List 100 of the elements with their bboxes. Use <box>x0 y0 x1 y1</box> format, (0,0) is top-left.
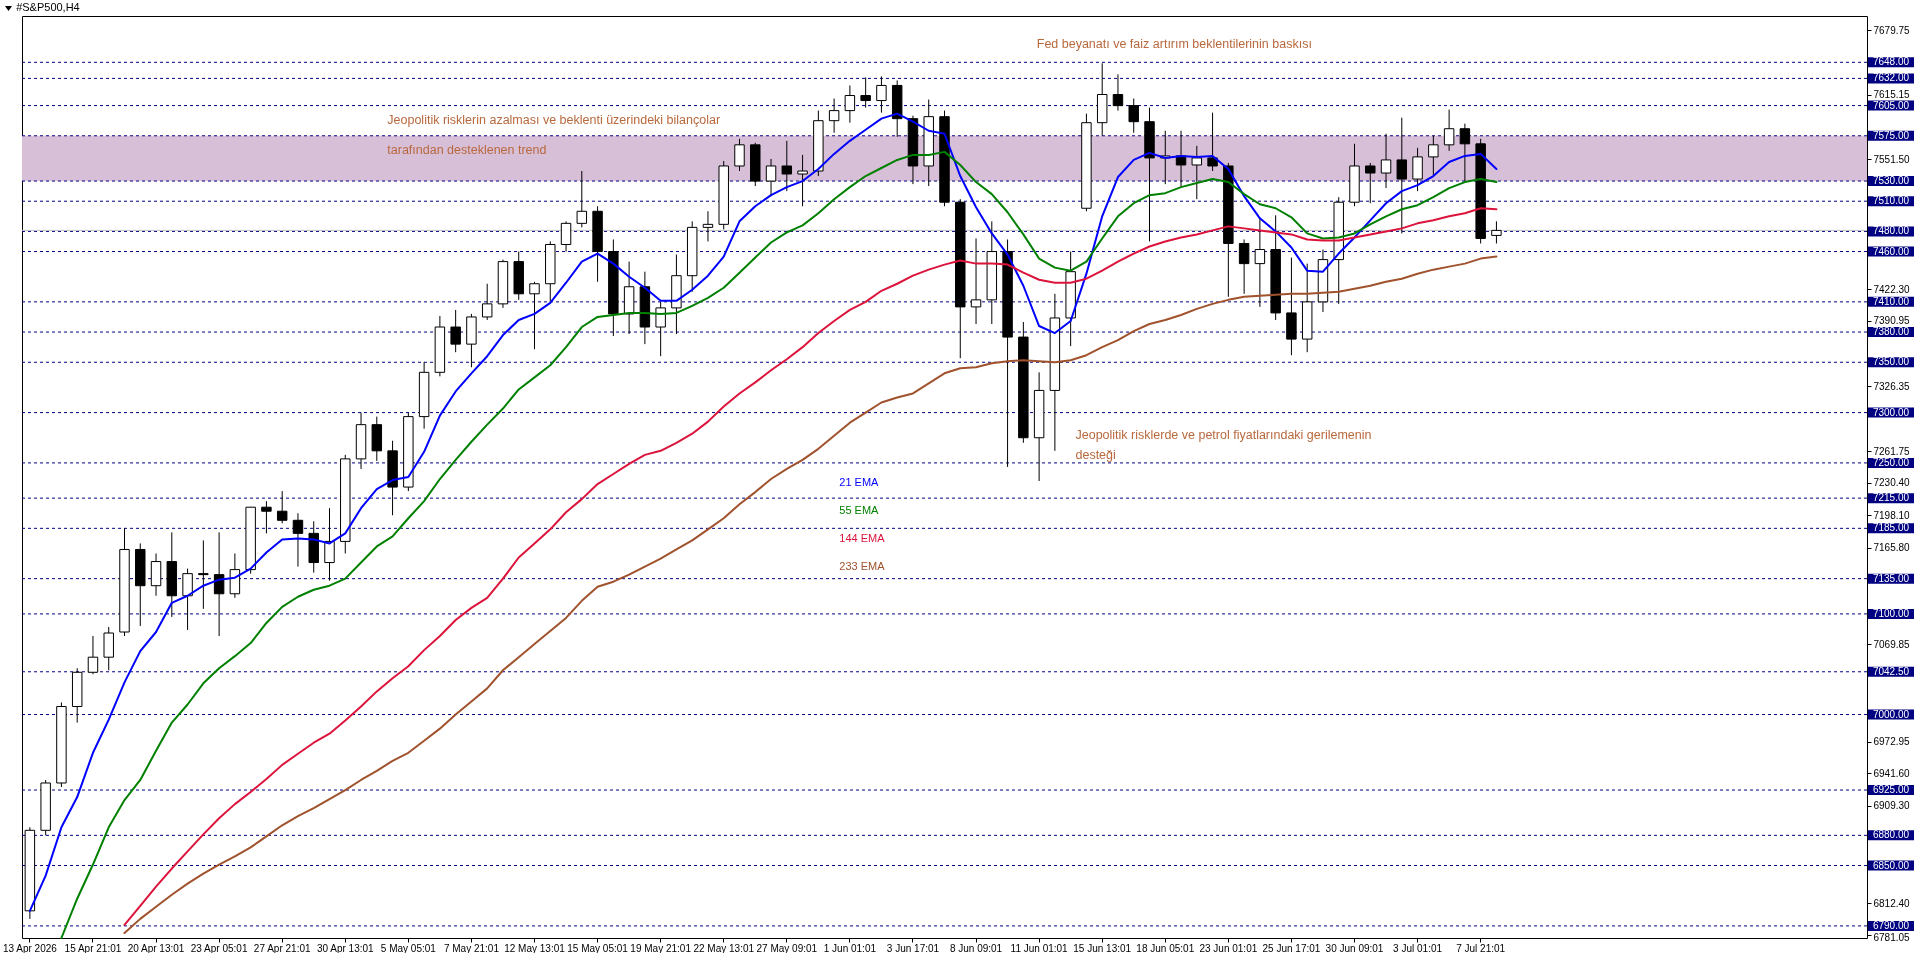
candlestick <box>450 309 461 353</box>
candlestick <box>1128 98 1139 134</box>
candlestick <box>292 512 304 568</box>
y-tick-label: 7165.80 <box>1873 542 1911 554</box>
annotation: desteği <box>1075 447 1116 462</box>
candlestick <box>1491 220 1502 244</box>
ref-line-label: 7460.00 <box>1872 245 1910 257</box>
y-tick-label: 6941.60 <box>1873 767 1911 779</box>
x-tick-label: 12 May 13:01 <box>504 942 566 954</box>
x-tick-label: 11 Jun 01:01 <box>1010 942 1069 954</box>
candlestick <box>1396 117 1408 234</box>
candlestick <box>655 301 666 357</box>
candlestick <box>876 75 887 114</box>
ref-line-label: 7410.00 <box>1872 295 1910 307</box>
candlestick <box>844 84 856 124</box>
candlestick <box>324 507 335 582</box>
ref-line-label: 6880.00 <box>1872 829 1910 841</box>
candlestick <box>797 154 808 207</box>
y-tick-label: 7615.15 <box>1873 88 1911 100</box>
y-tick-label: 6781.05 <box>1873 931 1911 943</box>
x-tick-label: 23 Apr 05:01 <box>190 942 248 954</box>
y-tick-label: 7326.35 <box>1873 380 1911 392</box>
ref-line-label: 6790.00 <box>1872 919 1910 931</box>
y-tick-label: 7069.85 <box>1873 638 1911 650</box>
x-tick-label: 15 Jun 13:01 <box>1073 942 1132 954</box>
candlestick <box>765 158 777 197</box>
annotation: Jeopolitik risklerin azalması ve beklenti üzerindeki bilançolar <box>387 113 721 128</box>
candlestick <box>560 220 572 253</box>
ref-line-label: 7000.00 <box>1872 708 1910 720</box>
x-tick-label: 13 Apr 2026 <box>2 942 58 954</box>
x-tick-label: 23 Jun 01:01 <box>1199 942 1258 954</box>
ref-line-label: 7632.00 <box>1872 72 1910 84</box>
candlestick <box>702 210 714 242</box>
annotation: Jeopolitik risklerde ve petrol fiyatlarındaki gerilemenin <box>1075 427 1372 442</box>
candlestick <box>1428 135 1439 176</box>
ref-line-label: 7575.00 <box>1872 129 1910 141</box>
candlestick <box>781 140 793 192</box>
ref-line-label: 7510.00 <box>1872 195 1910 207</box>
candlestick <box>1254 217 1266 308</box>
candlestick <box>1412 147 1423 192</box>
ref-line-label: 7135.00 <box>1872 572 1910 584</box>
ref-line-label: 7530.00 <box>1872 175 1910 187</box>
chart-title: #S&P500,H4 <box>16 1 80 13</box>
ref-line-label: 7215.00 <box>1872 492 1910 504</box>
candlestick <box>1238 238 1250 295</box>
ref-line-label: 7100.00 <box>1872 607 1910 619</box>
candlestick <box>276 490 288 524</box>
x-tick-label: 3 Jun 17:01 <box>886 942 940 954</box>
x-tick-label: 15 May 05:01 <box>567 942 629 954</box>
y-tick-label: 6972.95 <box>1873 736 1911 748</box>
ref-line-label: 6850.00 <box>1872 859 1910 871</box>
x-tick-label: 15 Apr 21:01 <box>64 942 122 954</box>
candlestick <box>529 281 540 350</box>
y-tick-label: 7230.40 <box>1873 477 1911 489</box>
x-tick-label: 19 May 21:01 <box>630 942 692 954</box>
candlestick <box>481 283 493 321</box>
candlestick <box>828 98 840 134</box>
ref-line-label: 7480.00 <box>1872 225 1910 237</box>
y-tick-label: 7390.95 <box>1873 315 1911 327</box>
x-tick-label: 22 May 13:01 <box>693 942 755 954</box>
y-tick-label: 6909.30 <box>1873 800 1911 812</box>
text: 55 EMA <box>839 503 880 516</box>
x-tick-label: 27 May 09:01 <box>756 942 818 954</box>
candlestick <box>970 237 982 325</box>
x-tick-label: 5 May 05:01 <box>380 942 437 954</box>
x-tick-label: 30 Apr 13:01 <box>316 942 375 954</box>
ref-line-label: 7042.50 <box>1872 665 1910 677</box>
ref-line-label: 7350.00 <box>1872 356 1910 368</box>
x-tick-label: 20 Apr 13:01 <box>127 942 185 954</box>
candlestick <box>1443 109 1455 152</box>
text: 233 EMA <box>839 559 886 572</box>
x-tick-label: 7 May 21:01 <box>443 942 500 954</box>
x-tick-label: 27 Apr 21:01 <box>253 942 311 954</box>
ref-line-label: 7185.00 <box>1872 522 1910 534</box>
y-tick-label: 7261.75 <box>1873 445 1911 457</box>
candlestick <box>734 138 745 172</box>
x-tick-label: 30 Jun 09:01 <box>1325 942 1384 954</box>
ref-line-label: 7648.00 <box>1872 56 1910 68</box>
candlestick <box>261 500 272 534</box>
candlestick <box>860 76 871 109</box>
x-tick-label: 1 Jun 01:01 <box>823 942 877 954</box>
text: 21 EMA <box>839 475 880 488</box>
y-tick-label: 7679.75 <box>1873 24 1911 36</box>
candlestick <box>1365 162 1376 204</box>
candlestick <box>1207 112 1218 172</box>
y-tick-label: 7422.30 <box>1873 283 1911 295</box>
candlestick <box>198 539 209 610</box>
text: 144 EMA <box>839 531 886 544</box>
ref-line-label: 7250.00 <box>1872 456 1910 468</box>
x-tick-label: 7 Jul 21:01 <box>1456 942 1506 954</box>
x-tick-label: 25 Jun 17:01 <box>1262 942 1321 954</box>
candlestick <box>1380 133 1392 189</box>
y-tick-label: 7551.50 <box>1873 153 1911 165</box>
x-tick-label: 8 Jun 09:01 <box>949 942 1003 954</box>
ref-line-label: 6925.00 <box>1872 784 1910 796</box>
annotation: tarafından desteklenen trend <box>387 142 547 157</box>
y-tick-label: 6812.40 <box>1873 897 1911 909</box>
candlestick <box>1191 145 1203 200</box>
candlestick <box>1459 123 1471 182</box>
x-tick-label: 3 Jul 01:01 <box>1393 942 1443 954</box>
